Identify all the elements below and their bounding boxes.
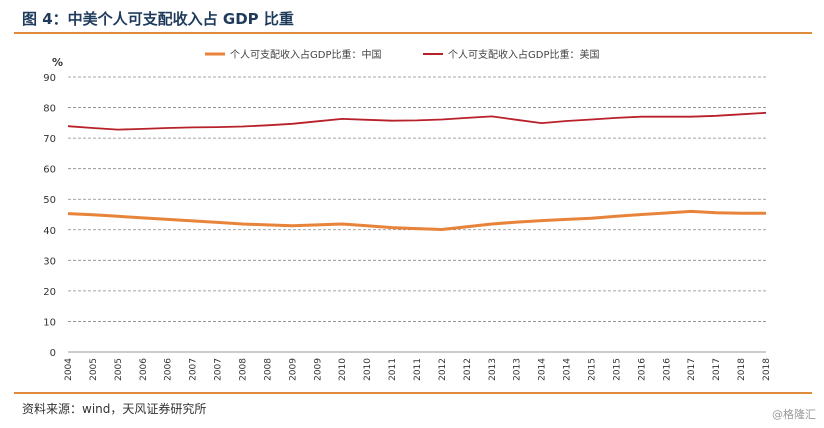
chart-title: 图 4：中美个人可支配收入占 GDP 比重 bbox=[22, 10, 294, 28]
x-tick-label: 2006 bbox=[139, 358, 149, 381]
x-tick-label: 2012 bbox=[463, 358, 473, 381]
x-tick-label: 2007 bbox=[189, 358, 199, 381]
title-divider bbox=[14, 32, 812, 34]
x-tick-label: 2015 bbox=[588, 358, 598, 381]
x-tick-label: 2004 bbox=[64, 358, 74, 381]
x-tick-label: 2013 bbox=[488, 358, 498, 381]
gridlines bbox=[68, 76, 766, 322]
series-line-china bbox=[67, 209, 766, 231]
x-tick-label: 2018 bbox=[737, 358, 747, 381]
x-tick-label: 2009 bbox=[313, 358, 323, 381]
x-tick-label: 2008 bbox=[263, 358, 273, 381]
watermark: @格隆汇 bbox=[772, 408, 816, 421]
x-tick-label: 2005 bbox=[114, 358, 124, 381]
x-tick-label: 2012 bbox=[438, 358, 448, 381]
y-tick-label: 10 bbox=[43, 317, 56, 328]
y-tick-label: 20 bbox=[43, 287, 56, 298]
x-tick-label: 2017 bbox=[687, 358, 697, 381]
x-tick-label: 2014 bbox=[563, 358, 573, 381]
x-tick-label: 2009 bbox=[288, 358, 298, 381]
x-tick-label: 2011 bbox=[413, 358, 423, 381]
x-tick-label: 2016 bbox=[662, 358, 672, 381]
y-tick-label: 50 bbox=[43, 195, 56, 206]
x-tick-label: 2016 bbox=[637, 358, 647, 381]
source-note: 资料来源：wind，天风证券研究所 bbox=[22, 402, 207, 416]
y-tick-label: 60 bbox=[43, 165, 56, 176]
x-tick-label: 2011 bbox=[388, 358, 398, 381]
x-tick-label: 2018 bbox=[762, 358, 772, 381]
x-tick-label: 2014 bbox=[538, 358, 548, 381]
x-tick-label: 2013 bbox=[513, 358, 523, 381]
y-tick-label: 30 bbox=[43, 256, 56, 267]
x-tick-label: 2015 bbox=[612, 358, 622, 381]
x-tick-label: 2005 bbox=[89, 358, 99, 381]
x-tick-label: 2010 bbox=[363, 358, 373, 381]
y-tick-label: 90 bbox=[43, 73, 56, 84]
x-axis: 2004 2005 2005 2006 2006 2007 2007 2008 2008 2009… bbox=[64, 351, 772, 381]
y-tick-label: 70 bbox=[43, 134, 56, 145]
x-tick-label: 2008 bbox=[239, 358, 249, 381]
legend: 个人可支配收入占GDP比重：中国 个人可支配收入占GDP比重：美国 bbox=[205, 48, 599, 61]
series-lines bbox=[67, 111, 767, 231]
footer-divider bbox=[14, 392, 812, 394]
x-tick-label: 2017 bbox=[712, 358, 722, 381]
x-tick-label: 2010 bbox=[338, 358, 348, 381]
y-axis: 0 10 20 30 40 50 60 70 80 90% bbox=[43, 56, 63, 359]
x-tick-label: 2006 bbox=[164, 358, 174, 381]
y-tick-label: 0 bbox=[50, 348, 56, 359]
legend-label: 个人可支配收入占GDP比重：中国 bbox=[230, 48, 381, 61]
y-tick-label: 40 bbox=[43, 226, 56, 237]
y-tick-label: 80 bbox=[43, 104, 56, 115]
y-axis-unit: % bbox=[52, 56, 63, 69]
x-tick-label: 2007 bbox=[214, 358, 224, 381]
legend-label: 个人可支配收入占GDP比重：美国 bbox=[448, 48, 599, 61]
series-line-usa bbox=[67, 111, 767, 131]
